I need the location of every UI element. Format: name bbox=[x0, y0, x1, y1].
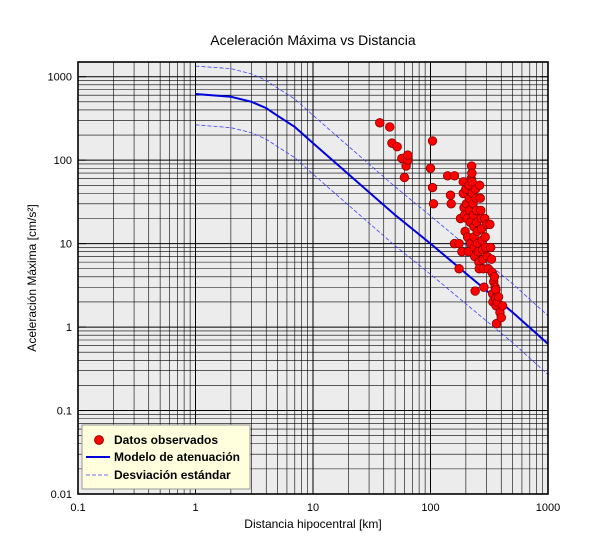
x-tick-label: 1000 bbox=[536, 502, 560, 514]
y-tick-labels: 0.01 0.1 1 10 100 1000 bbox=[48, 72, 72, 501]
data-points bbox=[375, 118, 508, 329]
series-lines bbox=[195, 65, 549, 375]
plot-frame bbox=[77, 61, 549, 495]
legend-marker-points bbox=[94, 435, 104, 445]
legend-label-points: Datos observados bbox=[114, 433, 218, 447]
data-point bbox=[479, 282, 489, 292]
data-point bbox=[425, 163, 436, 173]
std-deviation-line bbox=[195, 65, 549, 316]
data-point bbox=[467, 168, 477, 178]
data-point bbox=[446, 199, 456, 209]
x-tick-label: 100 bbox=[421, 502, 439, 514]
data-point bbox=[486, 254, 497, 264]
data-point bbox=[497, 301, 508, 311]
data-point bbox=[399, 172, 410, 183]
y-tick-label: 1 bbox=[66, 322, 72, 334]
x-tick-label: 10 bbox=[307, 502, 319, 514]
x-tick-label: 1 bbox=[192, 502, 198, 514]
data-point bbox=[480, 232, 490, 242]
grid bbox=[78, 62, 548, 494]
data-point bbox=[392, 141, 402, 152]
data-point bbox=[427, 136, 438, 146]
legend: Datos observados Modelo de atenuación De… bbox=[81, 424, 251, 490]
legend-label-deviation: Desviación estándar bbox=[114, 468, 231, 482]
data-point bbox=[475, 193, 485, 203]
y-tick-label: 100 bbox=[54, 155, 72, 167]
x-tick-labels: 0.1 1 10 100 1000 bbox=[70, 502, 560, 514]
data-point bbox=[445, 190, 456, 200]
y-axis-label: Aceleración Máxima [cm/s²] bbox=[25, 204, 39, 351]
data-point bbox=[449, 171, 460, 181]
data-point bbox=[476, 205, 486, 216]
y-tick-label: 1000 bbox=[48, 72, 72, 84]
data-point bbox=[489, 272, 500, 282]
x-axis-label: Distancia hipocentral [km] bbox=[244, 517, 381, 531]
data-point bbox=[470, 286, 480, 296]
data-point bbox=[427, 182, 438, 193]
std-deviation-line bbox=[195, 124, 549, 375]
data-point bbox=[474, 180, 485, 190]
data-point bbox=[403, 150, 413, 160]
data-point bbox=[454, 264, 464, 274]
data-point bbox=[375, 118, 385, 128]
data-point bbox=[485, 219, 495, 230]
data-point bbox=[454, 238, 464, 249]
data-point bbox=[496, 312, 506, 323]
y-tick-label: 0.01 bbox=[51, 489, 72, 501]
legend-label-model: Modelo de atenuación bbox=[114, 450, 240, 464]
data-point bbox=[428, 199, 439, 209]
data-point bbox=[493, 292, 504, 302]
chart-title: Aceleración Máxima vs Distancia bbox=[210, 32, 416, 48]
y-tick-label: 0.1 bbox=[57, 406, 72, 418]
attenuation-model-line bbox=[195, 93, 549, 345]
data-point bbox=[485, 242, 496, 253]
x-tick-label: 0.1 bbox=[70, 502, 85, 514]
data-point bbox=[385, 122, 395, 132]
y-tick-label: 10 bbox=[60, 239, 72, 251]
